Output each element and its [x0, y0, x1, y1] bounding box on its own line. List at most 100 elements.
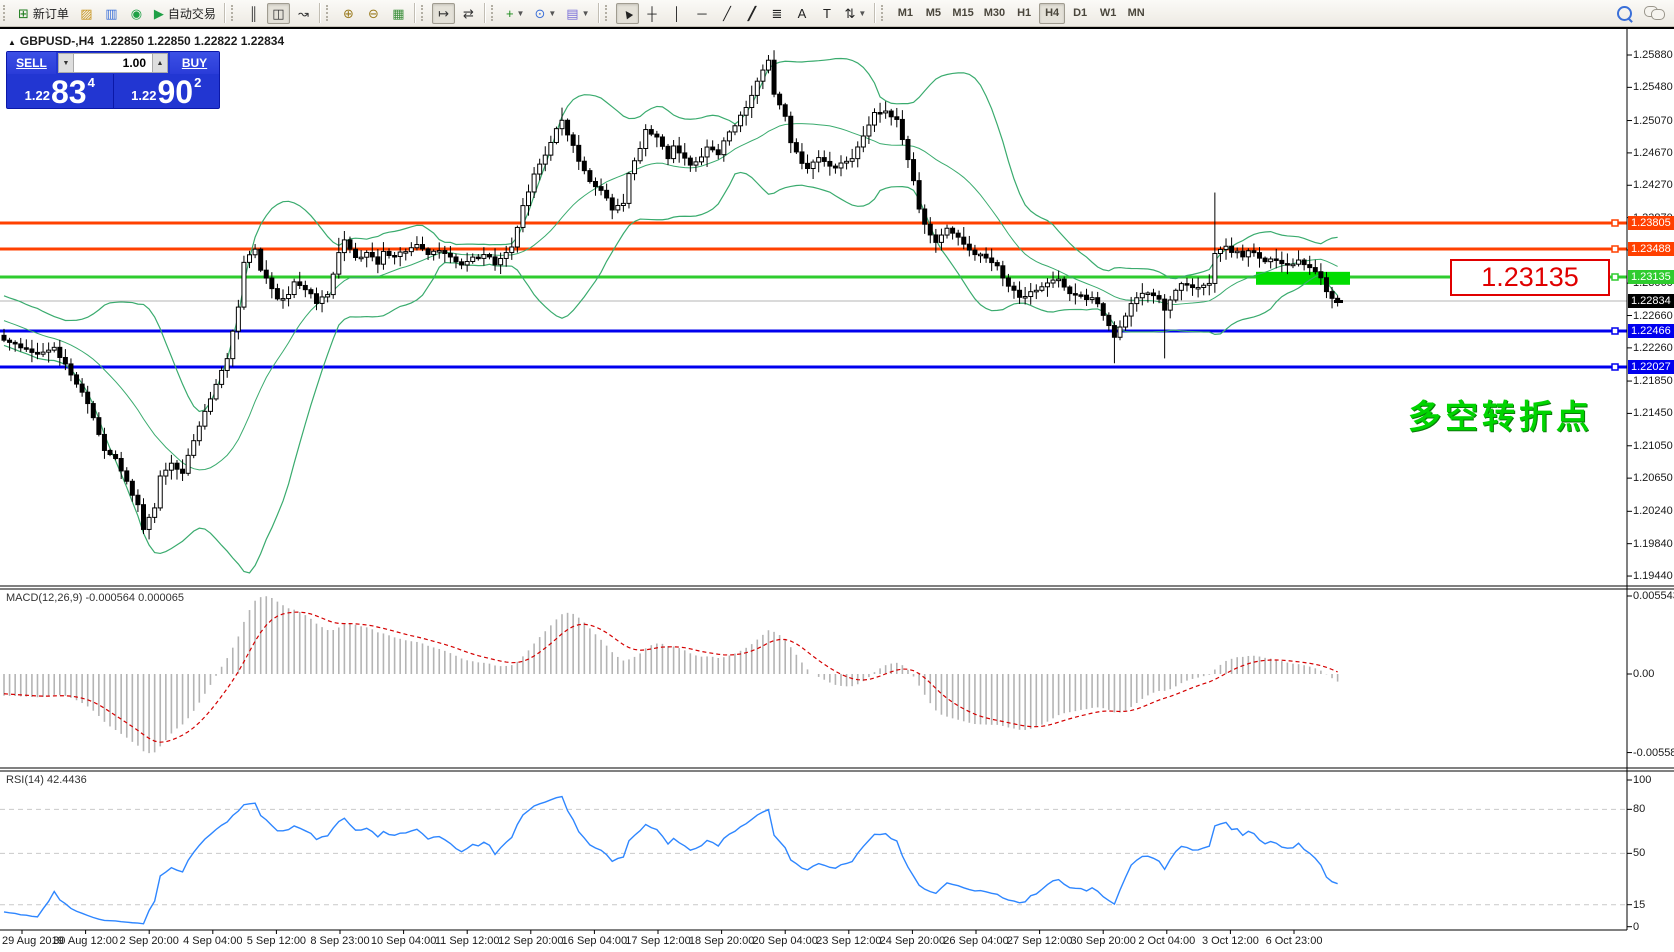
- signals-button[interactable]: ◉: [125, 3, 148, 24]
- time-label: 20 Sep 04:00: [752, 935, 818, 947]
- new-chart-icon: ▨: [80, 5, 93, 21]
- time-label: 5 Sep 12:00: [246, 935, 307, 947]
- indicators-icon: +: [505, 5, 514, 21]
- tf-m30[interactable]: M30: [983, 7, 1006, 19]
- new-order-icon: ⊞: [18, 5, 29, 21]
- chart-shift-icon: ⇄: [462, 5, 474, 21]
- line-chart-button[interactable]: ↝: [292, 3, 315, 24]
- price-tick: 1.25480: [1633, 81, 1673, 94]
- sell-label-button[interactable]: SELL: [7, 52, 56, 74]
- price-tick: 1.20240: [1633, 505, 1673, 518]
- auto-scroll-button[interactable]: ↦: [431, 2, 455, 24]
- buy-price-pip: 2: [194, 75, 202, 90]
- price-tick: 1.21050: [1633, 439, 1673, 452]
- time-label: 11 Sep 12:00: [434, 935, 500, 947]
- templates-dropdown-icon[interactable]: ▼: [581, 8, 590, 18]
- toolbar: ⊞ 新订单 ▨ ▥ ◉ ▶ 自动交易 ║ ◫ ↝ ⊕ ⊖ ▦ ↦ ⇄ + ▼ ⊙ ▼ ▤ ▼ ▲ ┼ │ ─ ╱ ╱╱ ≣ A T ⇅ ▼ M1…: [0, 0, 1674, 27]
- time-label: 2 Sep 20:00: [119, 935, 179, 947]
- toolbar-groups: ⊞ 新订单 ▨ ▥ ◉ ▶ 自动交易 ║ ◫ ↝ ⊕ ⊖ ▦ ↦ ⇄ + ▼ ⊙ ▼ ▤ ▼ ▲ ┼ │ ─ ╱ ╱╱ ≣ A T ⇅ ▼ M1…: [0, 2, 1150, 24]
- tf-w1[interactable]: W1: [1099, 7, 1117, 19]
- price-tick: 1.19840: [1633, 537, 1673, 550]
- vertical-line-button[interactable]: │: [666, 3, 689, 24]
- autotrading-button[interactable]: ▶ 自动交易: [150, 3, 220, 24]
- candlestick-chart-icon: ◫: [272, 5, 285, 21]
- periods-button[interactable]: ⊙ ▼: [530, 3, 560, 24]
- tf-h4[interactable]: H4: [1039, 2, 1066, 24]
- hline-price-label: 1.22027: [1628, 359, 1674, 374]
- volume-down-button[interactable]: ▼: [58, 53, 74, 73]
- templates-button[interactable]: ▤ ▼: [562, 3, 593, 24]
- arrows-dropdown-icon[interactable]: ▼: [858, 8, 867, 18]
- bar-chart-button[interactable]: ║: [242, 3, 265, 24]
- new-order-button[interactable]: ⊞ 新订单: [14, 3, 73, 24]
- vertical-line-icon: │: [672, 5, 682, 21]
- rsi-tick: 100: [1633, 774, 1652, 786]
- profiles-icon: ▥: [105, 5, 118, 21]
- autotrading-icon: ▶: [153, 5, 164, 21]
- time-label: 12 Sep 20:00: [498, 935, 564, 947]
- community-chat-icon[interactable]: [1644, 6, 1665, 20]
- zoom-out-icon: ⊖: [367, 5, 379, 21]
- text-button[interactable]: A: [791, 3, 814, 24]
- trendline-button[interactable]: ╱: [716, 3, 739, 24]
- price-tick: 1.21450: [1633, 407, 1673, 420]
- toolbar-separator: [874, 3, 876, 23]
- rsi-tick: 0: [1633, 920, 1640, 933]
- arrows-button[interactable]: ⇅ ▼: [841, 3, 871, 24]
- templates-icon: ▤: [566, 5, 579, 21]
- cursor-button[interactable]: ▲: [615, 2, 639, 24]
- sell-price-big: 83: [50, 74, 87, 110]
- tf-mn[interactable]: MN: [1127, 7, 1145, 19]
- horizontal-line-button[interactable]: ─: [691, 3, 714, 24]
- tile-windows-button[interactable]: ▦: [387, 3, 410, 24]
- buy-button[interactable]: 1.22 90 2: [114, 74, 220, 108]
- sell-button[interactable]: 1.22 83 4: [7, 74, 113, 108]
- volume-stepper: ▼ 1.00 ▲: [58, 53, 168, 73]
- buy-price-big: 90: [157, 74, 194, 110]
- toolbar-separator: [318, 3, 320, 23]
- periods-dropdown-icon[interactable]: ▼: [548, 8, 557, 18]
- text-label-icon: T: [823, 5, 831, 21]
- toolbar-separator: [597, 3, 599, 23]
- time-label: 4 Sep 04:00: [183, 935, 243, 947]
- time-label: 24 Sep 20:00: [879, 935, 946, 947]
- volume-up-button[interactable]: ▲: [152, 53, 168, 73]
- chart-ohlc-values: 1.22850 1.22850 1.22822 1.22834: [100, 34, 285, 48]
- equidistant-channel-button[interactable]: ╱╱: [741, 3, 764, 24]
- price-tick: 1.25880: [1633, 49, 1673, 61]
- crosshair-button[interactable]: ┼: [641, 3, 664, 24]
- chart-shift-button[interactable]: ⇄: [457, 3, 480, 24]
- symbol-search-icon[interactable]: [1617, 5, 1632, 21]
- zoom-in-icon: ⊕: [342, 5, 354, 21]
- chart-window: ▲ GBPUSD-,H4 1.22850 1.22850 1.22822 1.22…: [0, 27, 1674, 950]
- time-label: 3 Oct 12:00: [1201, 935, 1259, 947]
- volume-input[interactable]: 1.00: [74, 53, 152, 73]
- tf-h1[interactable]: H1: [1017, 7, 1032, 19]
- time-label: 27 Sep 12:00: [1006, 935, 1073, 947]
- chart-title: ▲ GBPUSD-,H4 1.22850 1.22850 1.22822 1.22…: [8, 34, 284, 48]
- hline-price-label: 1.22466: [1628, 324, 1674, 339]
- indicators-button[interactable]: + ▼: [502, 3, 529, 24]
- toolbar-grip: [881, 5, 887, 21]
- text-label-button[interactable]: T: [816, 3, 839, 24]
- toolbar-grip: [604, 5, 611, 21]
- new-chart-button[interactable]: ▨: [75, 3, 98, 24]
- chart-canvas: [0, 29, 1674, 934]
- time-label: 2 Oct 04:00: [1138, 935, 1196, 947]
- tf-m1[interactable]: M1: [897, 7, 913, 19]
- zoom-out-button[interactable]: ⊖: [362, 3, 385, 24]
- indicators-dropdown-icon[interactable]: ▼: [516, 8, 525, 18]
- candlestick-chart-button[interactable]: ◫: [266, 2, 290, 24]
- buy-label-button[interactable]: BUY: [170, 52, 219, 74]
- tf-m5[interactable]: M5: [925, 7, 941, 19]
- sell-price-pip: 4: [87, 75, 95, 90]
- collapse-triangle-icon[interactable]: ▲: [8, 38, 16, 47]
- fibonacci-button[interactable]: ≣: [766, 3, 789, 24]
- toolbar-grip: [230, 5, 237, 21]
- periods-icon: ⊙: [534, 5, 546, 21]
- toolbar-grip: [325, 5, 332, 21]
- tf-m15[interactable]: M15: [952, 7, 974, 19]
- profiles-button[interactable]: ▥: [100, 3, 123, 24]
- zoom-in-button[interactable]: ⊕: [337, 3, 360, 24]
- tf-d1[interactable]: D1: [1073, 7, 1088, 19]
